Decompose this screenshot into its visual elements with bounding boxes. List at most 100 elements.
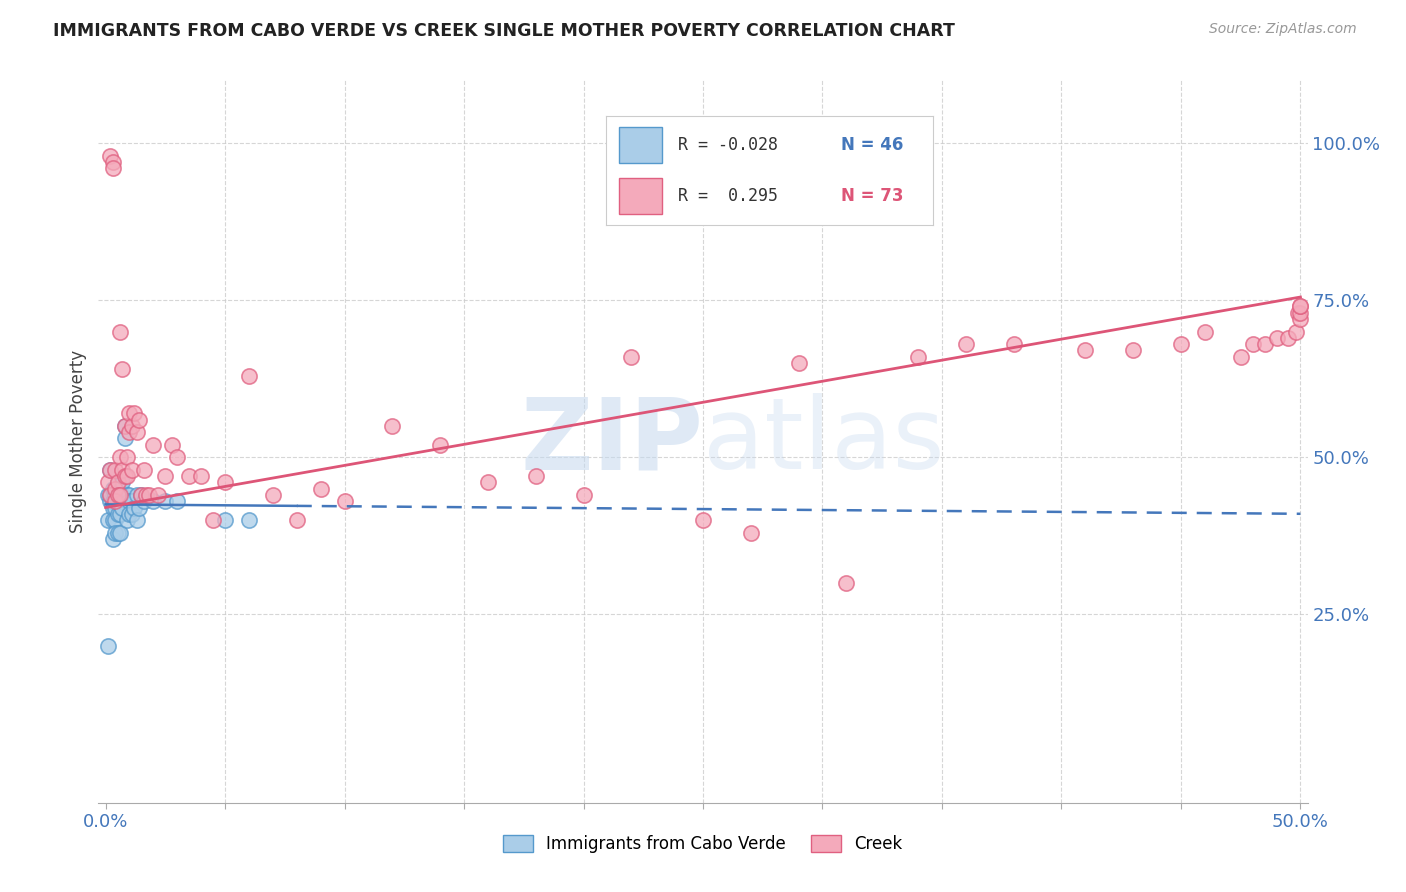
Point (128, 412, 150, 426)
Point (787, 356, 810, 370)
Point (98, 488, 121, 502)
Point (101, 155, 124, 169)
Point (121, 463, 143, 477)
Point (1002, 337, 1025, 351)
Point (111, 362, 134, 376)
Point (108, 325, 131, 339)
Point (1074, 343, 1097, 358)
Point (97, 488, 120, 502)
Point (107, 475, 129, 490)
Point (333, 494, 356, 508)
Point (111, 463, 134, 477)
Point (692, 513, 714, 527)
Point (107, 488, 129, 502)
Point (907, 350, 929, 364)
Point (122, 406, 145, 420)
Point (740, 525, 762, 540)
Point (1289, 312, 1312, 326)
Point (108, 482, 131, 496)
Point (285, 513, 308, 527)
Point (1229, 350, 1251, 364)
Point (98, 494, 121, 508)
Point (309, 482, 332, 496)
Point (108, 525, 131, 540)
Point (131, 488, 153, 502)
Point (214, 513, 236, 527)
Point (118, 494, 141, 508)
Point (1277, 331, 1299, 345)
Point (125, 425, 148, 439)
Point (262, 488, 284, 502)
Point (115, 513, 138, 527)
Point (121, 507, 143, 521)
Point (162, 438, 184, 452)
Point (1241, 337, 1264, 351)
Point (118, 406, 141, 420)
Text: Source: ZipAtlas.com: Source: ZipAtlas.com (1209, 22, 1357, 37)
Point (101, 513, 124, 527)
Point (108, 507, 131, 521)
Point (135, 488, 157, 502)
Point (1253, 337, 1275, 351)
Point (111, 475, 134, 490)
Point (98, 149, 121, 163)
Point (179, 469, 201, 483)
Point (477, 475, 499, 490)
Point (190, 469, 212, 483)
Point (121, 418, 143, 433)
Point (142, 494, 165, 508)
Point (1122, 343, 1144, 358)
Point (98, 488, 121, 502)
Point (111, 488, 134, 502)
Point (114, 469, 136, 483)
Y-axis label: Single Mother Poverty: Single Mother Poverty (69, 350, 87, 533)
Point (131, 488, 153, 502)
Point (214, 475, 236, 490)
Point (142, 438, 165, 452)
Point (118, 507, 141, 521)
Point (955, 337, 977, 351)
Point (238, 368, 260, 383)
Point (115, 450, 138, 465)
Point (101, 532, 124, 546)
Point (101, 494, 124, 508)
Point (111, 500, 134, 515)
Point (1289, 306, 1312, 320)
Point (98, 463, 121, 477)
Point (107, 488, 129, 502)
Point (146, 488, 169, 502)
Point (104, 525, 127, 540)
Point (114, 431, 136, 445)
Point (114, 418, 136, 433)
Point (98, 463, 121, 477)
Point (166, 450, 188, 465)
Legend: Immigrants from Cabo Verde, Creek: Immigrants from Cabo Verde, Creek (496, 828, 910, 860)
Point (381, 418, 404, 433)
Point (118, 488, 141, 502)
Point (104, 500, 127, 515)
Point (121, 494, 143, 508)
Point (115, 488, 138, 502)
Point (1289, 300, 1312, 314)
Point (107, 525, 129, 540)
Point (104, 463, 127, 477)
Point (97, 639, 120, 653)
Point (122, 500, 145, 515)
Point (104, 494, 127, 508)
Point (108, 450, 131, 465)
Point (101, 500, 124, 515)
Point (97, 513, 120, 527)
Point (572, 488, 595, 502)
Point (125, 513, 148, 527)
Point (125, 488, 148, 502)
Point (101, 161, 124, 176)
Point (108, 488, 131, 502)
Point (1286, 306, 1309, 320)
Point (1265, 331, 1288, 345)
Point (107, 475, 129, 490)
Point (128, 500, 150, 515)
Point (104, 482, 127, 496)
Point (835, 575, 858, 590)
Point (155, 469, 177, 483)
Text: IMMIGRANTS FROM CABO VERDE VS CREEK SINGLE MOTHER POVERTY CORRELATION CHART: IMMIGRANTS FROM CABO VERDE VS CREEK SING… (53, 22, 955, 40)
